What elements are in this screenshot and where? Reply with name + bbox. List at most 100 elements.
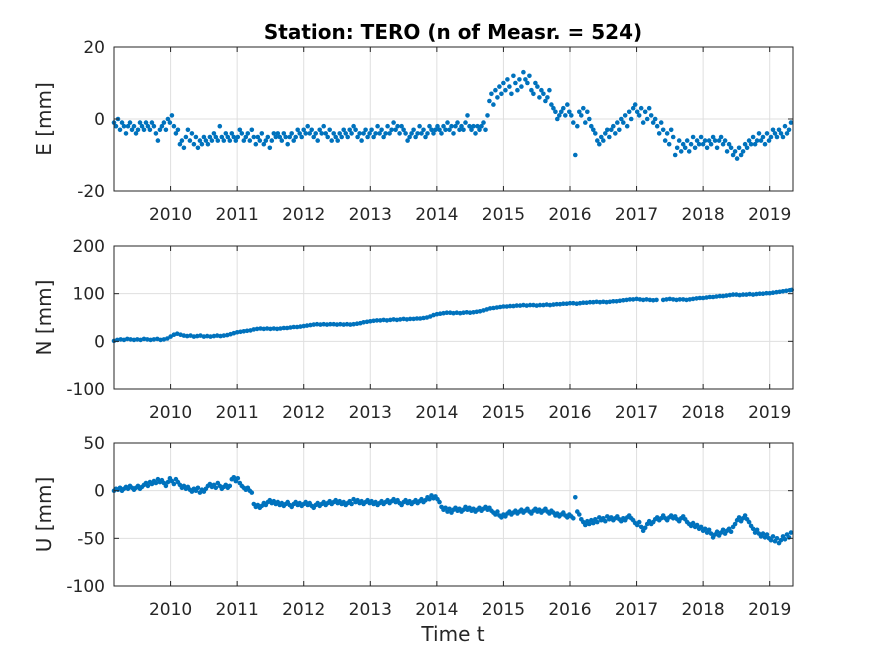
east-data-point (275, 131, 281, 136)
east-data-point (740, 149, 746, 154)
east-data-point (712, 138, 718, 143)
east-data-point (333, 134, 339, 140)
east-data-point (277, 134, 283, 140)
east-data-point (127, 120, 133, 125)
east-data-point (199, 141, 205, 147)
up-data-point (698, 524, 704, 530)
east-data-point (183, 134, 189, 140)
east-data-point (535, 84, 540, 89)
east-data-point (481, 120, 486, 125)
east-data-point (479, 123, 484, 129)
east-data-point (363, 127, 368, 133)
east-data-point (373, 131, 378, 136)
east-data-point (577, 109, 582, 115)
north-data-point (524, 303, 529, 308)
east-data-point (511, 73, 516, 79)
north-data-point (454, 310, 460, 316)
east-data-point (227, 138, 233, 143)
east-data-point (764, 131, 770, 136)
north-y-axis-label: N [mm] (32, 280, 56, 356)
up-data-point (573, 495, 578, 500)
east-data-point (684, 138, 690, 143)
north-data-point (740, 292, 746, 297)
east-data-point (736, 145, 742, 151)
north-data-point (514, 303, 519, 308)
east-data-point (513, 80, 518, 86)
north-data-point (291, 324, 297, 330)
east-data-point (187, 138, 193, 143)
east-data-point (315, 138, 321, 143)
north-data-point (717, 293, 723, 299)
east-data-point (451, 131, 456, 136)
east-x-tick-label: 2015 (482, 205, 525, 225)
north-x-tick-label: 2015 (482, 403, 525, 423)
east-data-point (141, 127, 147, 133)
east-data-point (788, 120, 794, 125)
east-data-point (359, 138, 364, 143)
east-data-point (241, 138, 247, 143)
east-data-point (567, 109, 572, 115)
east-data-point (621, 120, 626, 125)
up-data-point (778, 537, 784, 543)
east-data-point (762, 141, 768, 147)
north-data-point (627, 297, 633, 302)
east-data-point (533, 80, 538, 86)
east-data-point (786, 127, 792, 133)
east-data-point (205, 141, 211, 147)
north-data-point (397, 317, 403, 322)
up-data-point (145, 483, 151, 489)
east-data-point (429, 127, 434, 133)
north-data-point (654, 297, 659, 303)
east-data-point (215, 138, 221, 143)
east-data-point (399, 123, 404, 129)
north-data-point (730, 292, 736, 297)
east-data-point (219, 134, 225, 140)
east-data-point (347, 127, 353, 133)
east-data-point (672, 152, 678, 158)
up-axes-box (113, 442, 794, 587)
east-data-point (656, 131, 662, 136)
east-data-point (766, 138, 772, 143)
east-data-point (385, 123, 390, 129)
east-data-point (185, 127, 191, 133)
up-data-point (349, 501, 354, 507)
north-y-tick-label: -100 (66, 380, 105, 400)
east-data-point (167, 120, 173, 125)
up-data-point (736, 515, 742, 520)
east-data-point (537, 95, 542, 100)
east-data-point (652, 116, 658, 122)
north-x-tick-label: 2010 (149, 403, 192, 423)
east-data-point (571, 120, 576, 125)
east-data-point (153, 131, 159, 136)
east-data-point (309, 127, 315, 133)
east-data-point (650, 120, 656, 125)
east-data-point (638, 105, 644, 111)
east-data-point (325, 134, 331, 140)
east-data-point (644, 116, 650, 122)
east-data-point (563, 113, 568, 118)
up-data-point (427, 496, 432, 502)
east-data-point (311, 134, 317, 140)
east-data-point (738, 152, 744, 158)
east-data-point (143, 120, 149, 125)
east-data-point (632, 102, 638, 107)
east-data-point (439, 131, 444, 136)
east-data-point (477, 127, 482, 133)
east-data-point (605, 127, 610, 133)
north-x-tick-label: 2019 (748, 403, 791, 423)
east-data-point (431, 131, 436, 136)
east-data-point (351, 123, 356, 129)
east-data-point (169, 113, 175, 118)
east-data-point (569, 113, 574, 118)
east-data-point (279, 138, 285, 143)
east-data-point (243, 134, 249, 140)
east-data-point (131, 123, 137, 129)
east-data-point (493, 87, 498, 93)
east-data-point (339, 134, 345, 140)
east-data-point (411, 127, 416, 133)
east-data-point (561, 105, 566, 111)
east-data-point (674, 145, 680, 151)
east-data-point (772, 131, 778, 136)
north-data-point (571, 300, 576, 306)
north-data-point (221, 333, 227, 338)
